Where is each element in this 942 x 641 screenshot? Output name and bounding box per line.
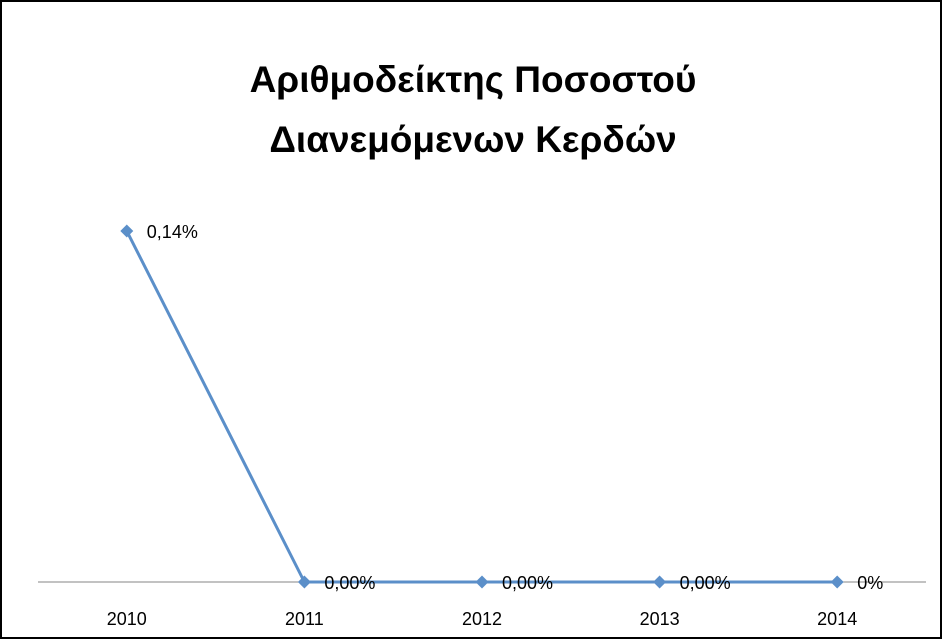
series-line	[125, 230, 838, 584]
data-point-marker	[475, 575, 489, 589]
x-tick-label: 2013	[640, 609, 680, 629]
x-tick-label: 2011	[285, 609, 324, 629]
x-tick-label: 2010	[107, 609, 147, 629]
data-point-marker	[653, 575, 667, 589]
data-label: 0%	[857, 573, 883, 593]
x-tick-label: 2014	[817, 609, 857, 629]
data-label: 0,00%	[680, 573, 731, 593]
data-point-marker	[830, 575, 844, 589]
plot-area: 2010 2011 2012 2013 2014 0,14% 0,00% 0,00% 0,00%…	[38, 222, 926, 629]
data-label: 0,00%	[324, 573, 375, 593]
data-label: 0,00%	[502, 573, 553, 593]
data-point-marker	[297, 575, 311, 589]
chart-title-line-1: Αριθμοδείκτης Ποσοστού	[250, 59, 697, 100]
data-label: 0,14%	[147, 222, 198, 242]
data-point-marker	[120, 224, 134, 238]
chart-title-line-2: Διανεμόμενων Κερδών	[269, 119, 676, 160]
x-tick-label: 2012	[462, 609, 502, 629]
chart-title: Αριθμοδείκτης Ποσοστού Διανεμόμενων Κερδ…	[250, 59, 697, 160]
